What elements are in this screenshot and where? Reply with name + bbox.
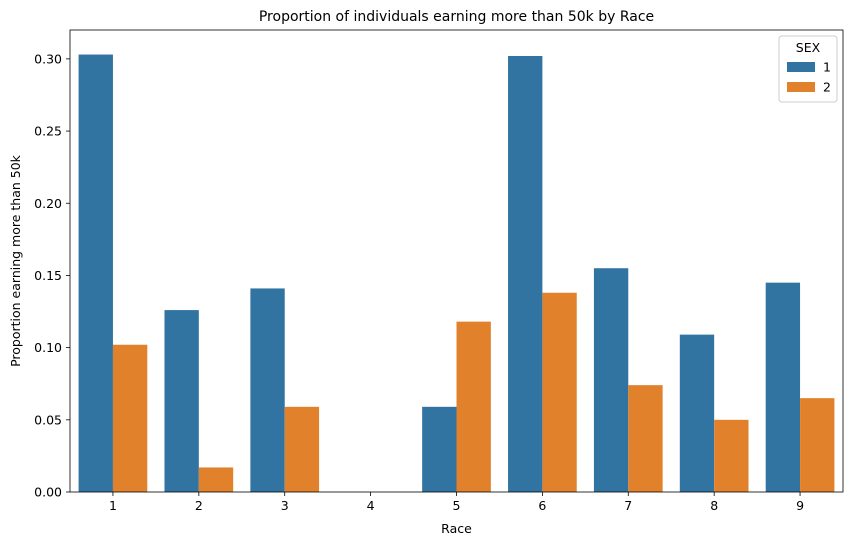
- y-tick-label: 0.00: [34, 485, 62, 500]
- y-tick-label: 0.05: [34, 412, 62, 427]
- x-tick-label: 9: [796, 498, 804, 513]
- bar-sex1-race8: [679, 334, 715, 492]
- x-tick-label: 7: [624, 498, 632, 513]
- x-axis-label: Race: [441, 521, 472, 536]
- legend-title: SEX: [796, 40, 821, 55]
- bar-sex1-race6: [508, 55, 543, 493]
- legend-label-2: 2: [823, 80, 831, 95]
- x-tick-label: 3: [281, 498, 289, 513]
- y-axis-label: Proportion earning more than 50k: [8, 154, 23, 367]
- bar-sex2-race8: [714, 419, 749, 492]
- bar-sex2-race2: [198, 467, 234, 492]
- legend-label-1: 1: [823, 60, 831, 75]
- bar-sex2-race6: [542, 292, 577, 492]
- bar-sex2-race9: [800, 398, 835, 492]
- chart-title: Proportion of individuals earning more t…: [259, 9, 654, 25]
- bar-sex1-race7: [593, 268, 629, 492]
- bar-sex1-race1: [78, 54, 113, 492]
- y-axis: 0.00 0.05 0.10 0.15 0.20 0.25 0.30: [34, 51, 70, 500]
- bar-sex2-race1: [112, 344, 148, 492]
- bar-sex2-race5: [456, 321, 491, 492]
- legend-swatch-2: [787, 82, 815, 92]
- plot-area: [69, 29, 844, 493]
- bar-sex2-race7: [628, 385, 663, 492]
- x-tick-label: 4: [367, 498, 375, 513]
- y-tick-label: 0.25: [34, 124, 62, 139]
- x-tick-label: 2: [195, 498, 203, 513]
- x-tick-label: 6: [538, 498, 546, 513]
- x-tick-label: 1: [109, 498, 117, 513]
- bar-sex2-race3: [284, 406, 320, 492]
- bar-sex1-race5: [422, 406, 457, 492]
- bar-sex1-race9: [765, 282, 801, 492]
- legend-swatch-1: [787, 62, 815, 72]
- x-tick-label: 8: [710, 498, 718, 513]
- x-axis: 1 2 3 4 5 6 7 8 9: [109, 492, 804, 513]
- bar-sex1-race3: [250, 288, 285, 492]
- bar-sex1-race2: [164, 310, 199, 492]
- y-tick-label: 0.15: [34, 268, 62, 283]
- y-tick-label: 0.30: [34, 51, 62, 66]
- y-tick-label: 0.10: [34, 340, 62, 355]
- y-tick-label: 0.20: [34, 196, 62, 211]
- x-tick-label: 5: [453, 498, 461, 513]
